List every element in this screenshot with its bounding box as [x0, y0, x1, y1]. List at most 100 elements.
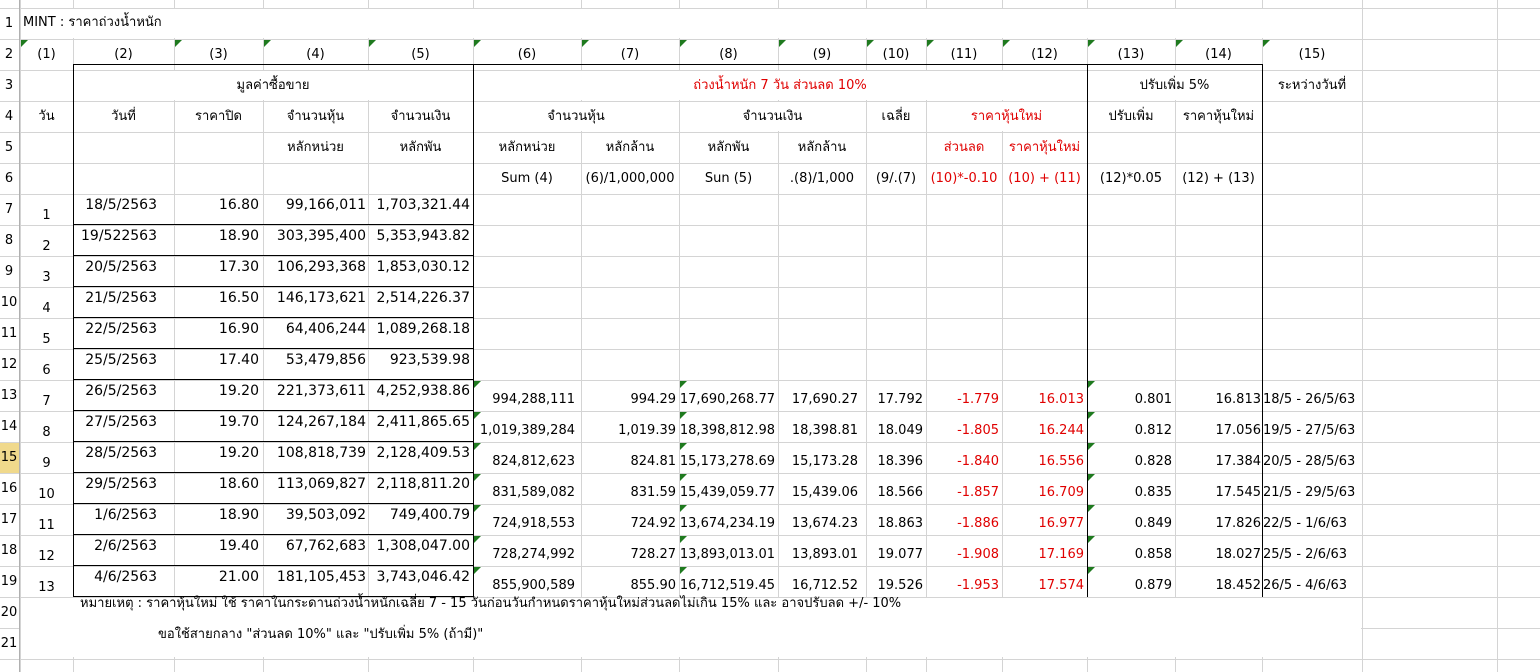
- row-header-4[interactable]: 4: [4, 109, 14, 124]
- formula-10[interactable]: (9/.(7): [875, 171, 917, 186]
- cell-w-amount[interactable]: 18,398,812.98: [679, 423, 775, 438]
- cell-adj-price[interactable]: 18.027: [1215, 547, 1262, 562]
- col-number-5[interactable]: (5): [411, 47, 430, 62]
- row-header-11[interactable]: 11: [0, 326, 18, 341]
- formula-8[interactable]: Sun (5): [704, 171, 753, 186]
- cell-new-price[interactable]: 16.977: [1038, 516, 1085, 531]
- cell-adj-price[interactable]: 17.384: [1215, 454, 1262, 469]
- sheet-title[interactable]: MINT : ราคาถ่วงน้ำหนัก: [23, 15, 162, 30]
- cell-day[interactable]: 13: [38, 580, 55, 595]
- cell-day[interactable]: 3: [42, 270, 51, 285]
- cell-w-shares-m[interactable]: 855.90: [630, 578, 677, 593]
- col-number-3[interactable]: (3): [209, 47, 228, 62]
- cell-shares[interactable]: 108,818,739: [276, 445, 366, 461]
- cell-avg[interactable]: 18.863: [877, 516, 924, 531]
- cell-adj-price[interactable]: 16.813: [1215, 392, 1262, 407]
- cell-new-price[interactable]: 17.574: [1038, 578, 1085, 593]
- cell-adj[interactable]: 0.858: [1134, 547, 1172, 562]
- header-discount[interactable]: ส่วนลด: [943, 140, 985, 155]
- cell-w-amount[interactable]: 16,712,519.45: [679, 578, 775, 593]
- col-number-13[interactable]: (13): [1117, 47, 1145, 62]
- cell-avg[interactable]: 19.077: [877, 547, 924, 562]
- cell-w-amount-m[interactable]: 15,439.06: [791, 485, 858, 500]
- cell-date[interactable]: 18/5/2563: [85, 197, 157, 213]
- cell-avg[interactable]: 18.396: [877, 454, 924, 469]
- cell-new-price[interactable]: 16.709: [1038, 485, 1085, 500]
- header-trade-value[interactable]: มูลค่าซื้อขาย: [236, 78, 310, 93]
- cell-period[interactable]: 20/5 - 28/5/63: [1263, 454, 1356, 469]
- cell-new-price[interactable]: 17.169: [1038, 547, 1085, 562]
- cell-discount[interactable]: -1.857: [957, 485, 999, 500]
- col-number-4[interactable]: (4): [306, 47, 325, 62]
- row-header-8[interactable]: 8: [4, 233, 14, 248]
- cell-avg[interactable]: 18.566: [877, 485, 924, 500]
- cell-w-amount-m[interactable]: 16,712.52: [791, 578, 858, 593]
- header-new-price[interactable]: ราคาหุ้นใหม่: [1008, 140, 1081, 155]
- cell-amount[interactable]: 1,703,321.44: [376, 197, 470, 213]
- cell-adj[interactable]: 0.835: [1134, 485, 1172, 500]
- cell-close[interactable]: 21.00: [218, 569, 259, 585]
- cell-day[interactable]: 10: [38, 487, 55, 502]
- cell-day[interactable]: 9: [42, 456, 51, 471]
- formula-11[interactable]: (10)*-0.10: [930, 171, 998, 186]
- cell-adj-price[interactable]: 17.545: [1215, 485, 1262, 500]
- cell-close[interactable]: 18.90: [218, 507, 259, 523]
- cell-w-amount[interactable]: 13,893,013.01: [679, 547, 775, 562]
- cell-close[interactable]: 16.50: [218, 290, 259, 306]
- cell-shares[interactable]: 303,395,400: [276, 228, 366, 244]
- col-number-14[interactable]: (14): [1205, 47, 1232, 62]
- col-number-11[interactable]: (11): [950, 47, 978, 62]
- cell-adj[interactable]: 0.879: [1134, 578, 1172, 593]
- cell-date[interactable]: 19/522563: [81, 228, 157, 244]
- cell-close[interactable]: 16.90: [218, 321, 259, 337]
- cell-w-amount-m[interactable]: 15,173.28: [791, 454, 858, 469]
- formula-6[interactable]: Sum (4): [501, 171, 553, 186]
- cell-shares[interactable]: 53,479,856: [285, 352, 366, 368]
- formula-9[interactable]: .(8)/1,000: [789, 171, 855, 186]
- cell-shares[interactable]: 99,166,011: [285, 197, 366, 213]
- cell-close[interactable]: 17.30: [218, 259, 259, 275]
- cell-date[interactable]: 26/5/2563: [85, 383, 157, 399]
- cell-shares[interactable]: 113,069,827: [276, 476, 366, 492]
- cell-w-shares-m[interactable]: 824.81: [630, 454, 677, 469]
- cell-adj-price[interactable]: 17.056: [1215, 423, 1262, 438]
- header-w-shares[interactable]: จำนวนหุ้น: [547, 109, 605, 124]
- header-day[interactable]: วัน: [38, 109, 55, 124]
- cell-w-shares-m[interactable]: 728.27: [630, 547, 677, 562]
- cell-date[interactable]: 27/5/2563: [85, 414, 157, 430]
- cell-day[interactable]: 12: [38, 549, 55, 564]
- col-number-10[interactable]: (10): [882, 47, 910, 62]
- cell-date[interactable]: 2/6/2563: [94, 538, 157, 554]
- cell-day[interactable]: 11: [38, 518, 55, 533]
- cell-w-shares[interactable]: 1,019,389,284: [479, 423, 575, 438]
- cell-amount[interactable]: 2,514,226.37: [376, 290, 470, 306]
- row-header-19[interactable]: 19: [0, 574, 18, 589]
- cell-w-shares[interactable]: 994,288,111: [492, 392, 575, 407]
- cell-w-shares[interactable]: 855,900,589: [492, 578, 575, 593]
- cell-date[interactable]: 25/5/2563: [85, 352, 157, 368]
- row-header-1[interactable]: 1: [4, 16, 14, 31]
- row-header-3[interactable]: 3: [4, 78, 14, 93]
- cell-shares[interactable]: 106,293,368: [276, 259, 366, 275]
- cell-new-price[interactable]: 16.556: [1038, 454, 1085, 469]
- cell-adj[interactable]: 0.812: [1134, 423, 1172, 438]
- cell-amount[interactable]: 5,353,943.82: [376, 228, 470, 244]
- row-header-18[interactable]: 18: [0, 543, 18, 558]
- cell-w-shares[interactable]: 724,918,553: [492, 516, 575, 531]
- cell-w-amount[interactable]: 13,674,234.19: [679, 516, 775, 531]
- cell-adj-price[interactable]: 17.826: [1215, 516, 1262, 531]
- cell-amount[interactable]: 2,118,811.20: [376, 476, 470, 492]
- cell-amount[interactable]: 3,743,046.42: [376, 569, 470, 585]
- cell-w-amount[interactable]: 15,173,278.69: [679, 454, 775, 469]
- cell-close[interactable]: 19.20: [218, 383, 259, 399]
- row-header-13[interactable]: 13: [0, 388, 18, 403]
- cell-discount[interactable]: -1.908: [957, 547, 999, 562]
- row-header-15[interactable]: 15: [0, 450, 18, 465]
- cell-w-amount-m[interactable]: 18,398.81: [791, 423, 858, 438]
- cell-period[interactable]: 25/5 - 2/6/63: [1263, 547, 1347, 562]
- row-header-10[interactable]: 10: [0, 295, 18, 310]
- cell-close[interactable]: 18.60: [218, 476, 259, 492]
- cell-date[interactable]: 1/6/2563: [94, 507, 157, 523]
- cell-w-shares[interactable]: 831,589,082: [492, 485, 575, 500]
- cell-adj-price[interactable]: 18.452: [1215, 578, 1262, 593]
